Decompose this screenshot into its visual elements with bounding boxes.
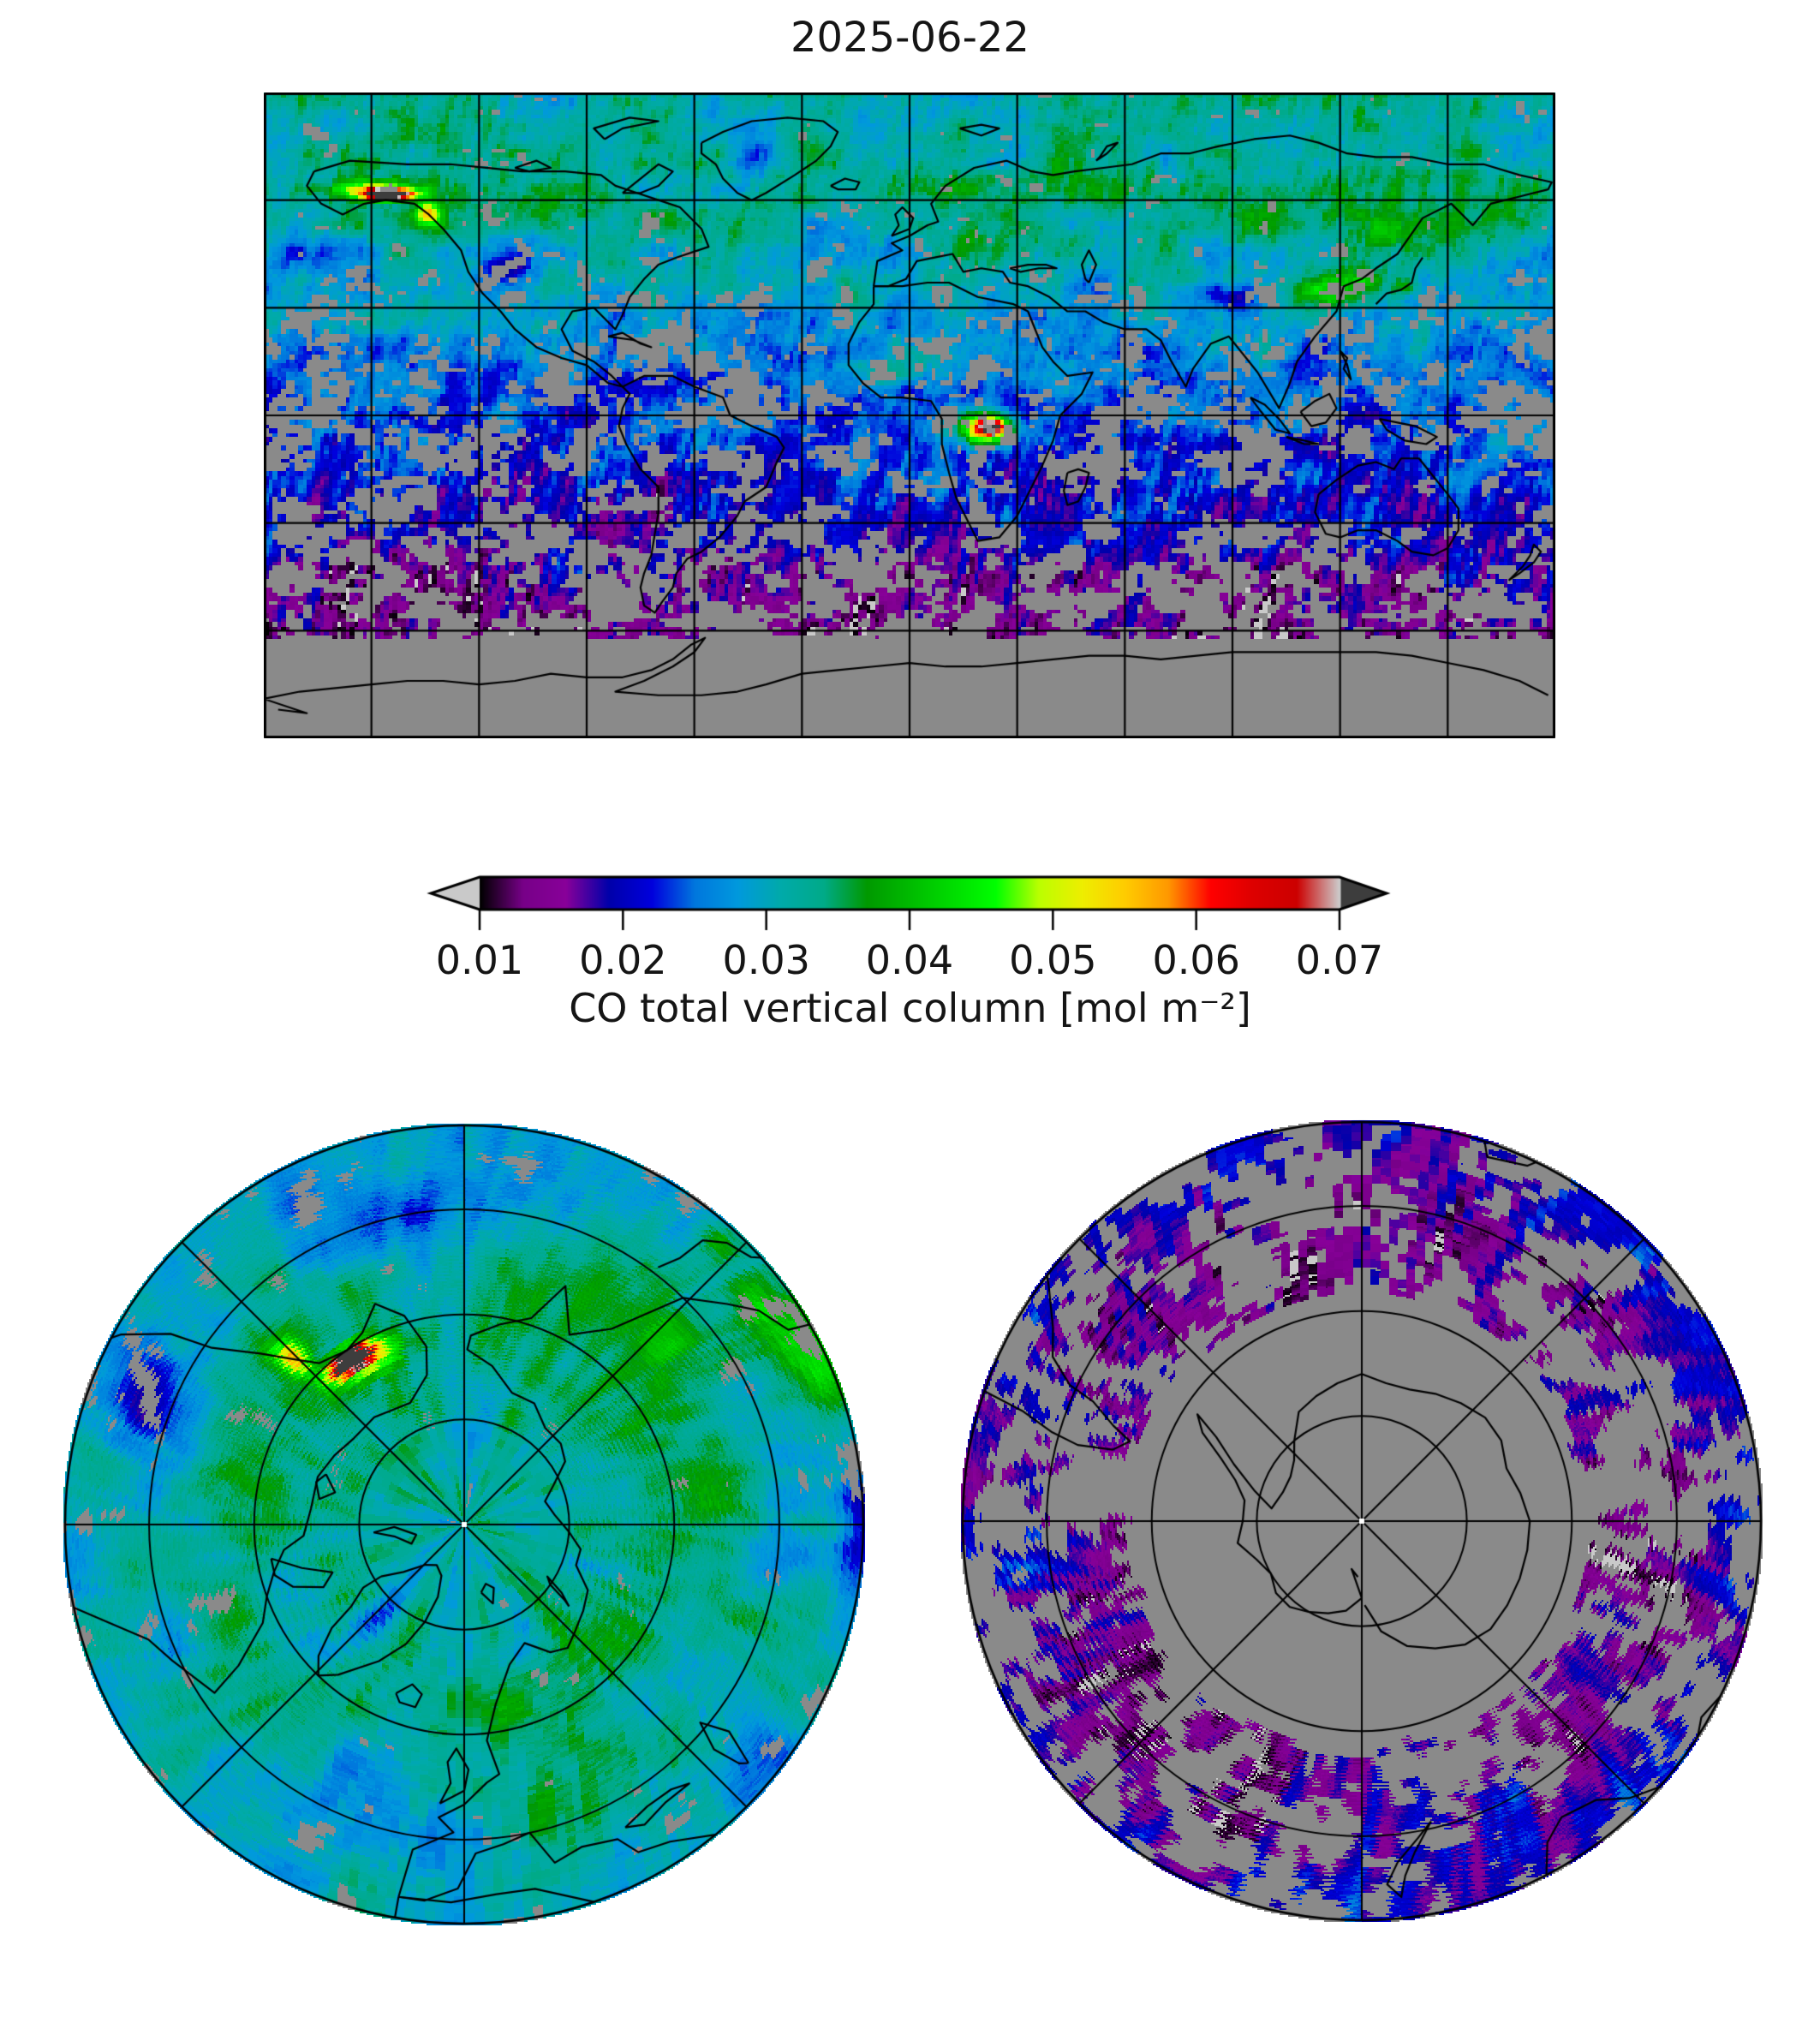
figure-title: 2025-06-22 [791,14,1029,62]
global-map-grid-coastlines [264,92,1555,738]
colorbar-tick-label: 0.03 [722,937,810,983]
colorbar-tick-label: 0.07 [1295,937,1384,983]
colorbar-tick-label: 0.01 [435,937,524,983]
colorbar-canvas [420,863,1439,940]
north-polar-grid-coastlines [62,1122,867,1927]
south-polar-grid-coastlines [959,1119,1764,1924]
colorbar-axis-label: CO total vertical column [mol m⁻²] [569,985,1251,1031]
colorbar-tick-label: 0.05 [1009,937,1097,983]
colorbar-tick-label: 0.06 [1152,937,1240,983]
colorbar-tick-label: 0.02 [579,937,667,983]
colorbar-tick-label: 0.04 [865,937,954,983]
